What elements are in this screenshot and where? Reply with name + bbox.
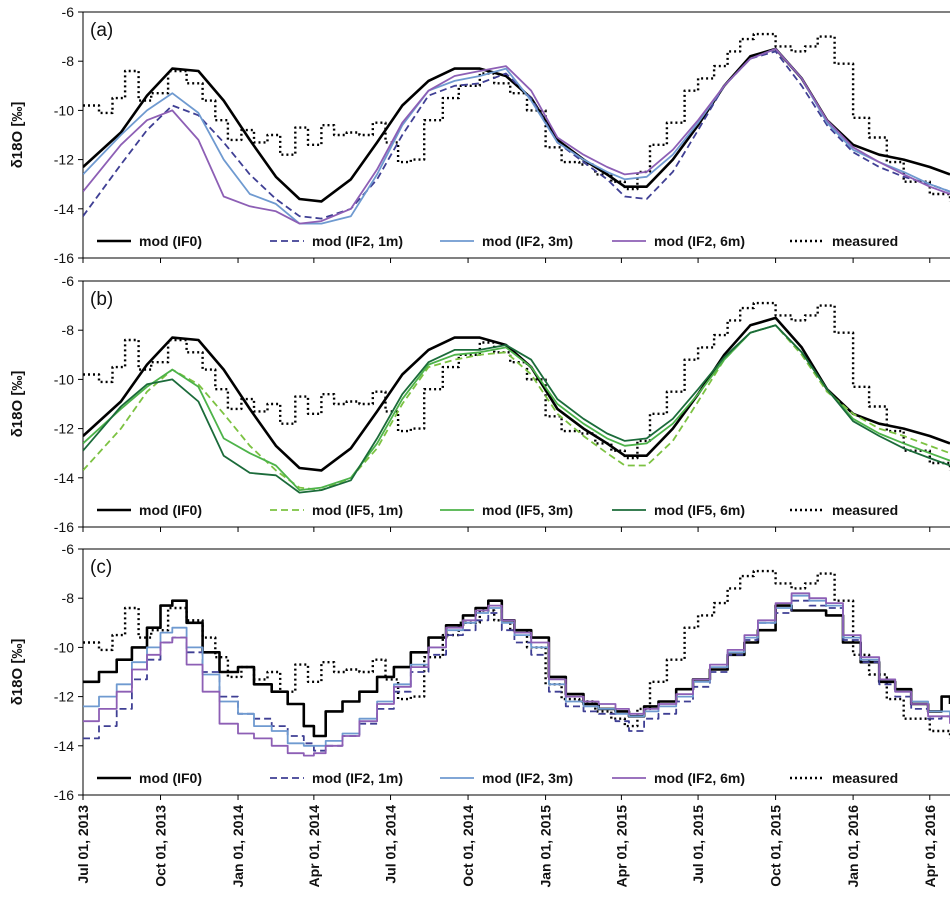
y-tick-label: -16 <box>54 250 74 266</box>
y-tick-label: -6 <box>62 4 75 20</box>
legend-label: mod (IF0) <box>139 770 202 786</box>
x-tick-label: Oct 01, 2014 <box>460 805 476 887</box>
series-line-mod-if5-3m <box>83 324 950 491</box>
legend-label: mod (IF2, 3m) <box>482 770 573 786</box>
legend-label: mod (IF2, 1m) <box>312 770 403 786</box>
panel-1: -6 -8 -10 -12 -14 -16 δ18O [‰] (a) mod (IF0) mod … <box>9 4 950 266</box>
series-line-mod-if2-1m <box>83 50 950 220</box>
y-tick-label: -6 <box>62 541 75 557</box>
x-tick-label: Apr 01, 2015 <box>613 805 629 888</box>
legend-label: mod (IF5, 3m) <box>482 502 573 518</box>
x-tick-label: Oct 01, 2013 <box>153 805 169 887</box>
series-line-mod-if0 <box>83 599 950 738</box>
series-line-measured <box>83 301 950 471</box>
panel-3: -6 -8 -10 -12 -14 -16 δ18O [‰] (c) mod (IF0) mod … <box>9 541 950 803</box>
y-tick-label: -14 <box>54 738 74 754</box>
y-tick-label: -8 <box>62 53 75 69</box>
y-tick-label: -10 <box>54 639 74 655</box>
x-tick-label: Apr 01, 2014 <box>306 805 322 888</box>
y-tick-label: -16 <box>54 787 74 803</box>
legend-label: mod (IF2, 1m) <box>312 233 403 249</box>
legend-label: measured <box>832 502 898 518</box>
y-tick-label: -14 <box>54 470 74 486</box>
series-line-mod-if0 <box>83 47 950 203</box>
x-tick-label: Jan 01, 2014 <box>230 805 246 888</box>
legend-label: mod (IF5, 1m) <box>312 502 403 518</box>
legend-label: measured <box>832 233 898 249</box>
y-axis-label: δ18O [‰] <box>9 102 26 169</box>
y-tick-label: -8 <box>62 322 75 338</box>
legend-label: mod (IF0) <box>139 233 202 249</box>
panel-2: -6 -8 -10 -12 -14 -16 δ18O [‰] (b) mod (IF0) mod … <box>9 273 950 535</box>
series-line-mod-if2-3m <box>83 594 950 747</box>
series-line-mod-if2-1m <box>83 599 950 752</box>
legend-label: mod (IF2, 6m) <box>654 770 745 786</box>
y-tick-label: -8 <box>62 590 75 606</box>
legend-label: measured <box>832 770 898 786</box>
y-tick-label: -12 <box>54 152 74 168</box>
series-line-mod-if2-6m <box>83 48 950 225</box>
series-line-mod-if0 <box>83 316 950 472</box>
x-tick-label: Jul 01, 2013 <box>75 805 91 884</box>
y-axis-label: δ18O [‰] <box>9 371 26 438</box>
x-tick-label: Jul 01, 2015 <box>690 805 706 884</box>
y-tick-label: -10 <box>54 102 74 118</box>
series-line-mod-if2-6m <box>83 592 950 757</box>
series-line-measured <box>83 569 950 739</box>
panel-label: (c) <box>90 557 112 578</box>
legend-label: mod (IF2, 3m) <box>482 233 573 249</box>
y-tick-label: -12 <box>54 689 74 705</box>
panel-label: (b) <box>90 289 113 310</box>
series-line-mod-if5-1m <box>83 324 950 491</box>
legend-label: mod (IF5, 6m) <box>654 502 745 518</box>
series-line-mod-if5-6m <box>83 324 950 494</box>
y-tick-label: -10 <box>54 371 74 387</box>
x-tick-label: Jan 01, 2016 <box>845 805 861 888</box>
y-tick-label: -14 <box>54 201 74 217</box>
x-tick-label: Apr 01, 2016 <box>922 805 938 888</box>
y-tick-label: -6 <box>62 273 75 289</box>
y-axis-label: δ18O [‰] <box>9 639 26 706</box>
x-tick-label: Jul 01, 2014 <box>383 805 399 884</box>
x-tick-label: Oct 01, 2015 <box>768 805 784 887</box>
legend-label: mod (IF0) <box>139 502 202 518</box>
panel-label: (a) <box>90 20 113 41</box>
legend-label: mod (IF2, 6m) <box>654 233 745 249</box>
y-tick-label: -16 <box>54 519 74 535</box>
x-tick-label: Jan 01, 2015 <box>538 805 554 888</box>
y-tick-label: -12 <box>54 421 74 437</box>
series-line-measured <box>83 32 950 202</box>
